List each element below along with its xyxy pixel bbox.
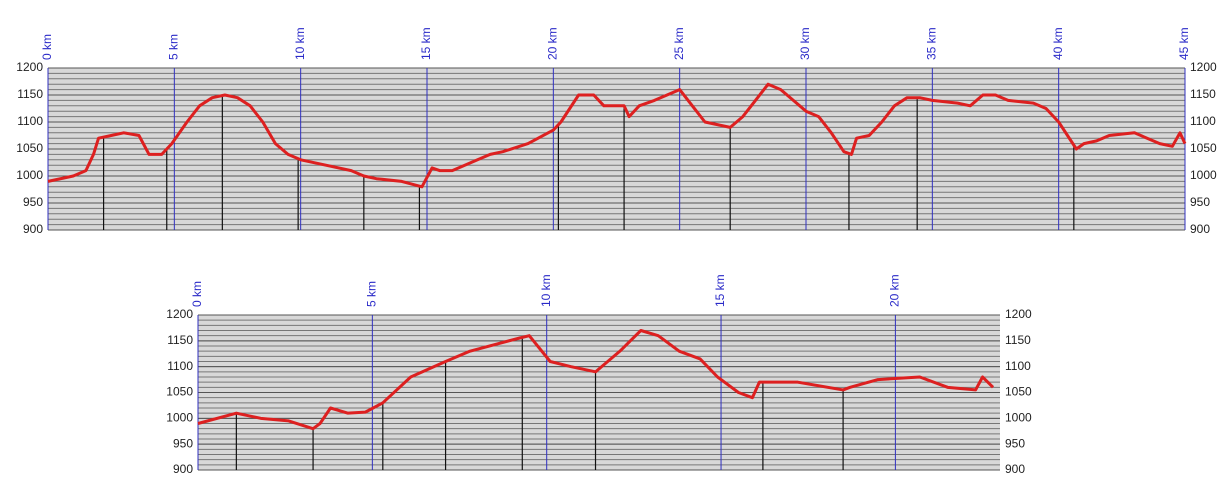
y-tick-label: 1150 bbox=[167, 333, 193, 347]
y-tick-label: 1100 bbox=[17, 114, 43, 128]
x-tick-label: 0 km bbox=[190, 281, 204, 307]
y-tick-label-right: 1000 bbox=[1005, 411, 1032, 425]
y-tick-label: 1100 bbox=[167, 359, 193, 373]
x-tick-label: 15 km bbox=[419, 27, 433, 60]
y-tick-label: 1050 bbox=[166, 385, 193, 399]
y-tick-label: 950 bbox=[23, 195, 43, 209]
y-tick-label-right: 950 bbox=[1005, 436, 1025, 450]
y-tick-label: 900 bbox=[23, 222, 43, 236]
x-tick-label: 10 km bbox=[539, 274, 553, 307]
x-tick-label: 20 km bbox=[888, 274, 902, 307]
y-tick-label-right: 1200 bbox=[1005, 307, 1032, 321]
y-tick-label: 1200 bbox=[16, 60, 43, 74]
elevation-line bbox=[197, 329, 995, 431]
x-tick-label: 0 km bbox=[40, 34, 54, 60]
x-tick-label: 15 km bbox=[713, 274, 727, 307]
x-tick-label: 25 km bbox=[672, 27, 686, 60]
elevation-line bbox=[47, 82, 1187, 189]
y-tick-label-right: 1050 bbox=[1190, 141, 1217, 155]
y-tick-label-right: 1100 bbox=[1005, 359, 1031, 373]
y-tick-label: 1150 bbox=[17, 87, 43, 101]
y-tick-label: 1000 bbox=[16, 168, 43, 182]
y-tick-label: 900 bbox=[173, 462, 193, 476]
y-tick-label-right: 1050 bbox=[1005, 385, 1032, 399]
y-tick-label: 950 bbox=[173, 436, 193, 450]
x-tick-label: 5 km bbox=[365, 281, 379, 307]
y-tick-label: 1200 bbox=[166, 307, 193, 321]
x-tick-label: 35 km bbox=[925, 27, 939, 60]
x-tick-label: 5 km bbox=[167, 34, 181, 60]
y-tick-label-right: 1150 bbox=[1005, 333, 1031, 347]
y-tick-label-right: 950 bbox=[1190, 195, 1210, 209]
y-tick-label-right: 1200 bbox=[1190, 60, 1217, 74]
x-tick-label: 20 km bbox=[546, 27, 560, 60]
x-tick-label: 10 km bbox=[293, 27, 307, 60]
y-tick-label: 1050 bbox=[16, 141, 43, 155]
x-tick-label: 40 km bbox=[1051, 27, 1065, 60]
y-tick-label-right: 900 bbox=[1005, 462, 1025, 476]
y-tick-label-right: 900 bbox=[1190, 222, 1210, 236]
x-tick-label: 45 km bbox=[1177, 27, 1191, 60]
y-tick-label-right: 1000 bbox=[1190, 168, 1217, 182]
x-tick-label: 30 km bbox=[798, 27, 812, 60]
y-tick-label-right: 1100 bbox=[1190, 114, 1216, 128]
y-tick-label-right: 1150 bbox=[1190, 87, 1216, 101]
y-tick-label: 1000 bbox=[166, 411, 193, 425]
